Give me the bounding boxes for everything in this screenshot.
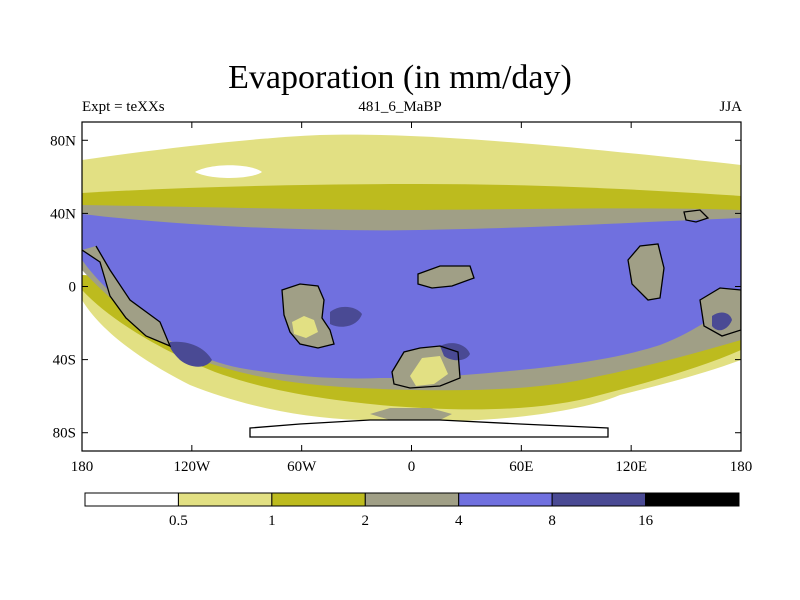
colorbar-label: 16 xyxy=(638,513,654,529)
coastlines xyxy=(82,209,741,438)
colorbar-swatch xyxy=(84,492,179,507)
colorbar-swatch xyxy=(551,492,647,507)
y-tick-label: 40S xyxy=(53,353,76,369)
x-tick-label: 180 xyxy=(71,459,94,475)
contour-field xyxy=(82,122,741,451)
axis-ticks: 180 120W 60W 0 60E 120E 180 80N 40N 0 40S 80S xyxy=(50,122,752,475)
coast-africa xyxy=(281,283,335,349)
y-tick-label: 0 xyxy=(69,280,77,296)
region-below-0.5-north-patch xyxy=(195,165,262,178)
x-tick-label: 60W xyxy=(287,459,317,475)
x-tick-label: 120E xyxy=(615,459,647,475)
colorbar-label: 8 xyxy=(548,513,556,529)
colorbar-swatch xyxy=(271,492,366,507)
time-label: 481_6_MaBP xyxy=(358,99,442,115)
colorbar: 0.5 1 2 4 8 16 xyxy=(84,492,740,529)
colorbar-label: 2 xyxy=(362,513,370,529)
coast-east xyxy=(627,243,665,301)
land-patch-far-east xyxy=(700,288,741,336)
region-8-16-east xyxy=(712,312,732,331)
y-tick-label: 80S xyxy=(53,426,76,442)
coast-south xyxy=(391,345,461,389)
land-spot-africa xyxy=(292,316,318,338)
colorbar-swatch xyxy=(364,492,460,507)
x-tick-label: 180 xyxy=(730,459,753,475)
region-0.5-1-north xyxy=(82,134,741,198)
region-8-16-west xyxy=(169,341,212,367)
region-8-16-central xyxy=(330,306,362,327)
colorbar-swatch xyxy=(458,492,553,507)
coast-north-island xyxy=(683,209,710,223)
colorbar-swatch xyxy=(645,492,740,507)
x-tick-label: 60E xyxy=(509,459,533,475)
coast-atlantic xyxy=(417,265,475,289)
x-tick-label: 120W xyxy=(173,459,211,475)
colorbar-label: 4 xyxy=(455,513,463,529)
x-tick-label: 0 xyxy=(408,459,416,475)
coast-far-east xyxy=(699,287,741,337)
colorbar-swatch xyxy=(177,492,273,507)
region-8-16-south xyxy=(440,343,470,361)
experiment-label: Expt = teXXs xyxy=(82,99,165,115)
land-patch-east xyxy=(628,244,664,300)
colorbar-label: 1 xyxy=(268,513,276,529)
colorbar-label: 0.5 xyxy=(169,513,188,529)
land-spot-south xyxy=(410,356,448,386)
y-tick-label: 40N xyxy=(50,206,76,222)
season-label: JJA xyxy=(719,99,742,115)
coast-west xyxy=(82,245,172,348)
coast-antarctica xyxy=(249,419,609,438)
y-tick-label: 80N xyxy=(50,133,76,149)
antarctic-grey-edge xyxy=(370,408,452,420)
land-patch-west xyxy=(82,246,170,346)
region-4-8 xyxy=(82,214,741,379)
chart-title: Evaporation (in mm/day) xyxy=(228,59,572,96)
